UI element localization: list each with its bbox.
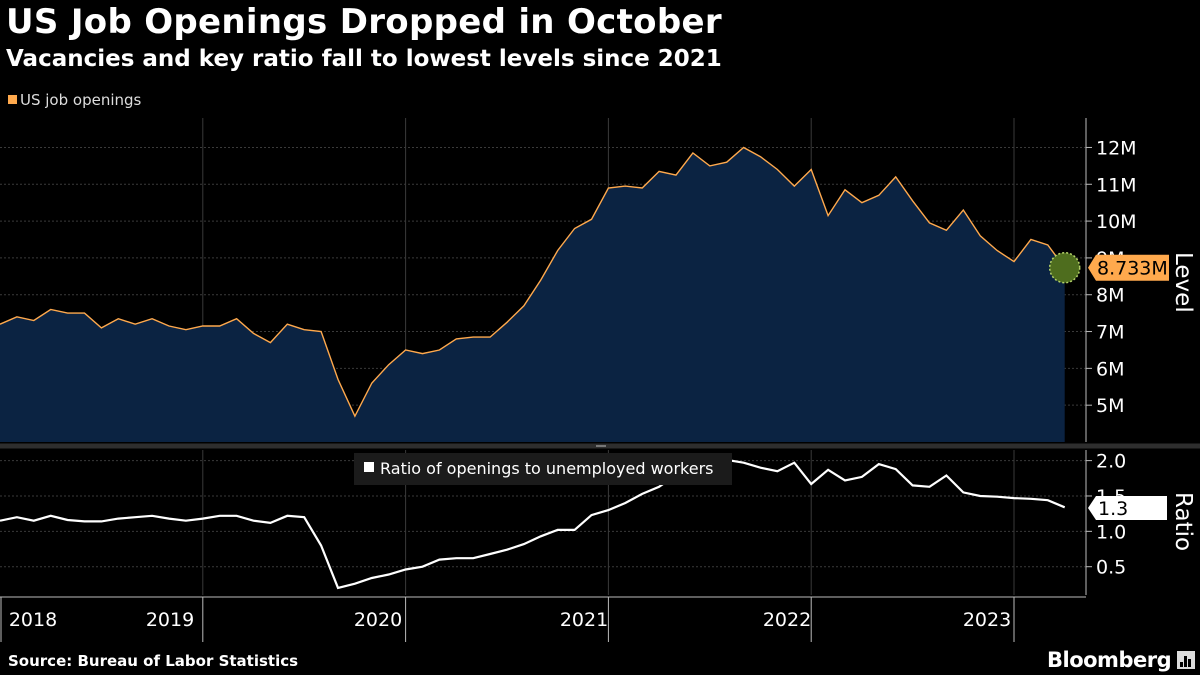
x-axis-year-label: 2020 [354,609,402,631]
legend-ratio-label: Ratio of openings to unemployed workers [380,459,713,478]
tick-label-level: 6M [1096,358,1124,380]
last-value-label-level: 8.733M [1097,258,1168,280]
axis-title-ratio: Ratio [1170,492,1196,551]
bloomberg-mark-icon [1177,651,1195,669]
last-value-highlight [1048,251,1081,284]
chart-title: US Job Openings Dropped in October [6,2,722,42]
ratio-line [0,458,1066,590]
bloomberg-logo: Bloomberg [1047,648,1172,672]
last-value-tag-level [1088,254,1169,281]
x-axis-year-label: 2019 [146,609,194,631]
tick-label-ratio: 0.5 [1096,557,1126,579]
x-axis-year-label: 2021 [560,609,608,631]
last-value-label-ratio: 1.3 [1098,498,1128,520]
tick-label-level: 5M [1096,395,1124,417]
chart-subtitle: Vacancies and key ratio fall to lowest l… [6,46,722,72]
tick-label-level: 12M [1096,137,1137,159]
axis-title-level: Level [1170,252,1196,313]
x-axis-year-label: 2022 [763,609,811,631]
source-note: Source: Bureau of Labor Statistics [8,652,299,670]
tick-label-ratio: 2.0 [1096,451,1126,473]
x-axis-year-label: 2023 [963,609,1011,631]
legend-label: US job openings [20,91,142,109]
legend-job-openings: US job openings [8,91,141,109]
tick-label-level: 11M [1096,174,1137,196]
tick-label-ratio: 1.0 [1096,521,1126,543]
tick-label-level: 8M [1096,285,1124,307]
legend-ratio-box [354,453,732,485]
last-value-tag-ratio [1088,496,1167,520]
legend-swatch [8,95,17,104]
job-openings-line [0,146,1066,418]
tick-label-level: 7M [1096,322,1124,344]
legend-ratio-swatch [364,462,374,472]
x-axis-year-label: 2018 [9,609,57,631]
job-openings-area [0,147,1065,442]
tick-label-level: 10M [1096,211,1137,233]
